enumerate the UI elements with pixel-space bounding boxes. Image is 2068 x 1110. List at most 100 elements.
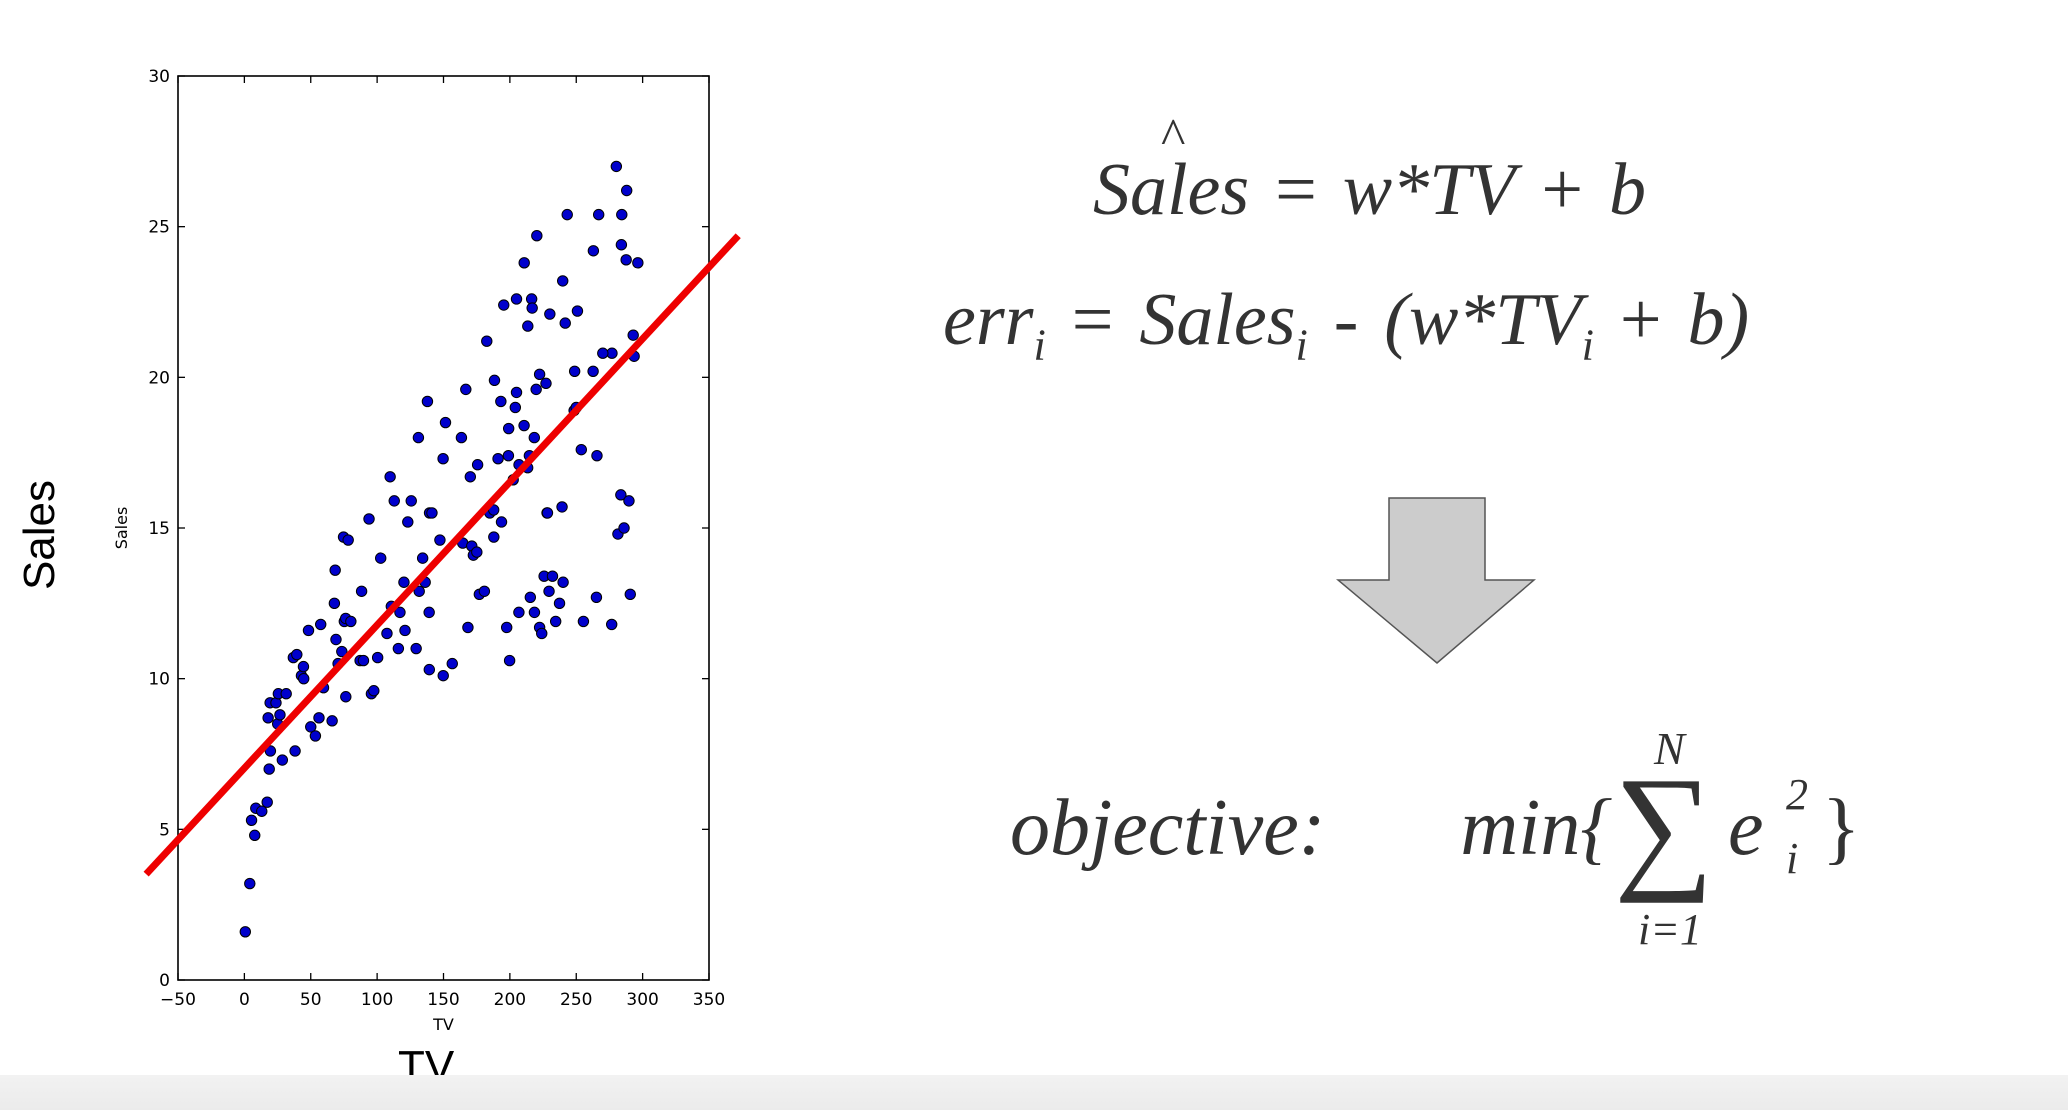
data-point [571, 305, 584, 317]
x-tick-label: 350 [693, 990, 725, 1010]
data-point [610, 160, 623, 173]
data-point [263, 763, 275, 775]
equals-sign: = [1071, 279, 1114, 361]
data-point [544, 308, 556, 320]
data-point [591, 449, 603, 462]
y-axis-label: Sales [112, 507, 131, 550]
data-point [455, 431, 468, 444]
data-point [439, 416, 452, 429]
data-point [329, 564, 341, 576]
data-point [495, 516, 508, 528]
data-point [412, 431, 425, 444]
data-point [302, 624, 315, 637]
data-point [546, 570, 559, 582]
error-squared-term: e 2 i [1728, 770, 1808, 883]
data-point [543, 585, 555, 597]
y-tick-label: 20 [148, 368, 170, 388]
x-tick-label: 150 [427, 990, 459, 1010]
down-arrow-icon [1336, 497, 1536, 664]
data-point [623, 495, 635, 507]
y-tick-label: 25 [148, 218, 170, 238]
data-point [261, 796, 273, 808]
data-point [405, 495, 417, 507]
data-point [315, 618, 327, 631]
data-point [368, 685, 380, 697]
data-point [549, 615, 562, 628]
y-tick-label: 10 [148, 670, 170, 690]
data-point [416, 552, 429, 564]
data-point [509, 401, 522, 414]
data-point [530, 383, 542, 396]
plus-sign: + [1619, 279, 1662, 361]
data-point [502, 449, 515, 462]
x-tick-label: 300 [626, 990, 658, 1010]
data-point [423, 606, 435, 619]
data-point [276, 754, 289, 766]
data-point [398, 576, 410, 588]
data-point [340, 691, 352, 703]
data-point [618, 522, 630, 534]
data-point [245, 814, 258, 826]
data-point [239, 926, 252, 938]
data-point [510, 386, 523, 399]
data-point [533, 368, 546, 381]
data-point [309, 730, 322, 742]
min-term: min{ [1460, 784, 1613, 872]
data-point [381, 627, 393, 640]
data-point [605, 618, 618, 631]
x-tick-label: 0 [239, 990, 250, 1010]
data-point [289, 745, 301, 757]
data-point [262, 712, 274, 724]
data-point [522, 320, 534, 332]
hat-symbol: ^ [1161, 109, 1186, 166]
data-point [280, 688, 292, 700]
data-point [471, 546, 483, 558]
bias-close-term: b) [1687, 279, 1750, 361]
objective-label: objective: [1010, 784, 1326, 872]
data-point [413, 585, 425, 597]
data-point [410, 642, 422, 655]
sales-axis-caption-text: Sales [15, 479, 64, 591]
data-point [541, 507, 554, 519]
data-point [513, 606, 525, 619]
x-axis-label: TV [432, 1015, 454, 1034]
data-point [577, 615, 590, 628]
data-point [256, 805, 268, 817]
data-point [363, 513, 375, 525]
data-point [264, 745, 277, 757]
sales-i-term: Sales [1139, 279, 1296, 361]
data-point [531, 230, 543, 242]
x-tick-label: 250 [560, 990, 592, 1010]
equals-sign: = [1275, 149, 1317, 231]
data-point [536, 627, 548, 640]
data-point [423, 663, 435, 676]
data-point [471, 459, 484, 471]
data-point [478, 585, 491, 597]
bias-term: b [1608, 149, 1646, 231]
data-point [488, 531, 500, 543]
prediction-equation: ^ Sales = w*TV + b [1093, 109, 1646, 233]
data-point [305, 721, 317, 733]
data-point [462, 621, 474, 634]
data-point [557, 576, 569, 588]
y-tick-label: 5 [159, 820, 170, 840]
data-point [528, 431, 541, 444]
data-point [426, 507, 438, 519]
data-point [632, 257, 644, 269]
data-point [587, 365, 599, 378]
data-point [518, 257, 530, 269]
data-point [291, 648, 303, 661]
data-point [592, 208, 605, 221]
objective-equation: objective: min{ [1010, 783, 1612, 874]
regression-line [143, 233, 741, 877]
x-tick-label: 50 [300, 990, 322, 1010]
data-point [357, 654, 370, 667]
data-point [249, 829, 261, 842]
data-point [488, 374, 501, 387]
data-point [326, 715, 338, 727]
down-arrow-shape [1336, 497, 1536, 664]
closing-brace: } [1822, 784, 1861, 872]
data-point [274, 709, 286, 721]
data-point [460, 383, 472, 396]
data-point [590, 591, 603, 604]
